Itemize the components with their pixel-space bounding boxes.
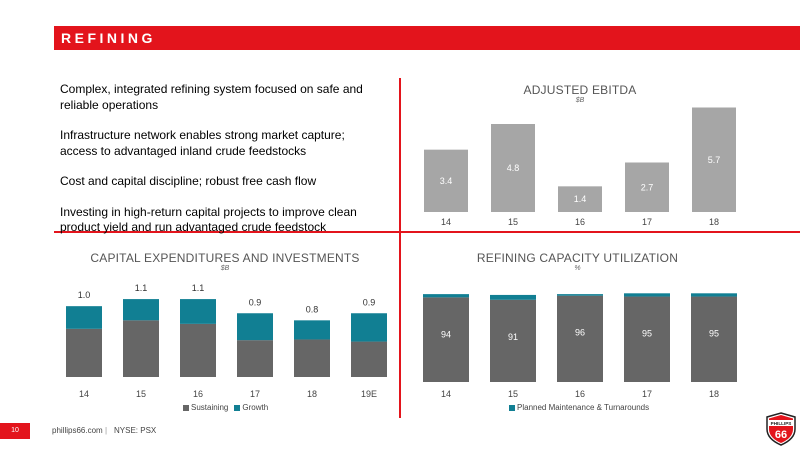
data-label: 91 — [508, 332, 518, 342]
legend-swatch — [234, 404, 241, 411]
legend-label: Planned Maintenance & Turnarounds — [517, 403, 650, 412]
bar-utilization — [490, 299, 536, 382]
x-tick-label: 19E — [361, 389, 377, 399]
chart-title: ADJUSTED EBITDA — [523, 83, 637, 97]
section-banner: REFINING — [54, 26, 800, 50]
total-label: 0.9 — [363, 297, 376, 307]
legend-item-maintenance: Planned Maintenance & Turnarounds — [509, 403, 649, 412]
chart-title: CAPITAL EXPENDITURES AND INVESTMENTS — [90, 251, 360, 265]
chart-unit: % — [574, 265, 581, 272]
total-label: 1.1 — [192, 283, 205, 293]
phillips66-logo-icon: PHILLIPS 66 — [766, 412, 796, 446]
capex-legend: Sustaining Growth — [183, 403, 268, 412]
x-tick-label: 17 — [642, 217, 652, 227]
utilization-legend: Planned Maintenance & Turnarounds — [509, 403, 649, 412]
x-tick-label: 14 — [79, 389, 89, 399]
bar-sustaining — [237, 340, 273, 377]
data-label: 95 — [709, 329, 719, 339]
legend-item-sustaining: Sustaining — [183, 403, 228, 412]
x-tick-label: 14 — [441, 389, 451, 399]
logo-brand-text: PHILLIPS — [771, 421, 792, 426]
bar — [692, 107, 736, 212]
data-label: 96 — [575, 328, 585, 338]
chart-title: REFINING CAPACITY UTILIZATION — [476, 251, 679, 265]
x-tick-label: 16 — [575, 217, 585, 227]
data-label: 4.8 — [507, 163, 520, 173]
chart-unit: $B — [220, 265, 230, 272]
ebitda-plot: 3.4 14 4.8 15 1.4 16 2.7 17 5.7 18 — [424, 107, 736, 227]
bar — [625, 162, 669, 212]
footer-url[interactable]: phillips66.com — [52, 426, 103, 435]
bar-utilization — [691, 296, 737, 382]
key-point: Complex, integrated refining system focu… — [60, 82, 363, 112]
key-point: Infrastructure network enables strong ma… — [60, 128, 345, 158]
bar-sustaining — [351, 341, 387, 377]
bar-growth — [180, 299, 216, 324]
logo-number-text: 66 — [775, 429, 787, 441]
legend-label: Growth — [242, 403, 269, 412]
bar-maintenance — [691, 293, 737, 297]
bar-maintenance — [557, 294, 603, 296]
bar-utilization — [423, 297, 469, 382]
x-tick-label: 18 — [709, 389, 719, 399]
bar-growth — [66, 306, 102, 329]
data-label: 3.4 — [440, 176, 453, 186]
vertical-divider — [399, 78, 401, 418]
bar-growth — [237, 313, 273, 341]
footer-ticker: NYSE: PSX — [114, 426, 157, 435]
bar-sustaining — [66, 328, 102, 377]
bar — [491, 124, 535, 212]
legend-item-growth: Growth — [234, 403, 268, 412]
capex-plot: 1.0 14 1.1 15 1.1 16 0.9 17 0.8 18 0.9 19E — [66, 283, 387, 399]
x-tick-label: 16 — [575, 389, 585, 399]
section-title: REFINING — [61, 30, 156, 46]
legend-swatch — [183, 404, 189, 411]
bar-growth — [123, 299, 159, 321]
bar-sustaining — [123, 320, 159, 377]
capex-chart: CAPITAL EXPENDITURES AND INVESTMENTS $B … — [55, 246, 395, 418]
bar-maintenance — [423, 294, 469, 298]
page-number: 10 — [0, 423, 30, 439]
x-tick-label: 18 — [307, 389, 317, 399]
key-point: Investing in high-return capital project… — [60, 204, 357, 235]
bar — [424, 149, 468, 212]
x-tick-label: 15 — [508, 389, 518, 399]
x-tick-label: 14 — [441, 217, 451, 227]
bar-sustaining — [294, 339, 330, 377]
x-tick-label: 17 — [642, 389, 652, 399]
data-label: 1.4 — [574, 194, 587, 204]
legend-swatch — [509, 404, 515, 411]
total-label: 0.8 — [306, 304, 319, 314]
x-tick-label: 17 — [250, 389, 260, 399]
x-tick-label: 15 — [136, 389, 146, 399]
bar-utilization — [624, 296, 670, 382]
data-label: 95 — [642, 329, 652, 339]
bar-maintenance — [624, 293, 670, 297]
legend-label: Sustaining — [191, 403, 229, 412]
bar-growth — [351, 313, 387, 342]
bar — [558, 186, 602, 212]
total-label: 1.1 — [135, 283, 148, 293]
bar-maintenance — [490, 294, 536, 300]
bar-utilization — [557, 295, 603, 382]
utilization-plot: 94 14 91 15 96 16 95 17 95 18 — [423, 293, 737, 399]
utilization-chart: REFINING CAPACITY UTILIZATION % 94 14 91 15… — [405, 246, 750, 418]
data-label: 5.7 — [708, 155, 721, 165]
total-label: 1.0 — [78, 290, 91, 300]
total-label: 0.9 — [249, 297, 262, 307]
bar-growth — [294, 320, 330, 340]
data-label: 2.7 — [641, 182, 654, 192]
x-tick-label: 15 — [508, 217, 518, 227]
x-tick-label: 18 — [709, 217, 719, 227]
ebitda-chart: ADJUSTED EBITDA $B 3.4 14 4.8 15 1.4 16 2.7 17 5… — [410, 78, 750, 228]
chart-unit: $B — [575, 97, 585, 104]
bar-sustaining — [180, 323, 216, 377]
horizontal-divider — [54, 231, 800, 233]
key-point: Cost and capital discipline; robust free… — [60, 174, 317, 188]
x-tick-label: 16 — [193, 389, 203, 399]
key-points: Complex, integrated refining system focu… — [60, 82, 380, 251]
logo-band — [769, 420, 793, 426]
footer-separator: | — [105, 426, 108, 435]
data-label: 94 — [441, 329, 451, 339]
